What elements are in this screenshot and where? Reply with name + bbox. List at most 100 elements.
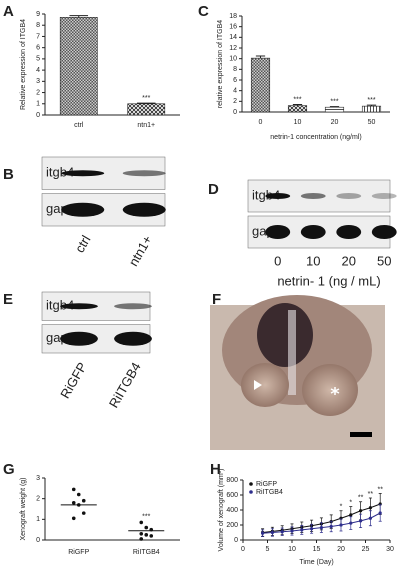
band bbox=[122, 202, 166, 217]
band bbox=[300, 193, 326, 199]
row-label: itgb4 bbox=[46, 165, 74, 180]
dot bbox=[144, 525, 149, 530]
panel-label: H bbox=[210, 461, 221, 478]
dot bbox=[71, 487, 76, 492]
dot bbox=[81, 498, 86, 503]
panel-label: A bbox=[3, 3, 14, 20]
x-tick-label: 10 bbox=[288, 546, 296, 553]
error-bar bbox=[136, 102, 156, 104]
x-tick-label: 20 bbox=[337, 546, 345, 553]
y-axis-label: relative expression of ITGB4 bbox=[217, 20, 224, 108]
panel-label: C bbox=[198, 3, 209, 20]
marker bbox=[329, 524, 333, 529]
lane-label: ntn1+ bbox=[126, 233, 155, 269]
error-bar bbox=[329, 106, 340, 108]
significance: *** bbox=[142, 513, 150, 520]
x-tick-label: 25 bbox=[362, 546, 370, 553]
y-tick-label: 6 bbox=[233, 77, 237, 84]
y-tick-label: 2 bbox=[233, 98, 237, 105]
marker bbox=[319, 526, 323, 530]
dot bbox=[81, 511, 86, 515]
panel-label: E bbox=[3, 291, 13, 308]
bar bbox=[59, 17, 98, 116]
y-tick-label: 6 bbox=[36, 45, 40, 52]
y-tick-label: 10 bbox=[229, 56, 237, 63]
x-axis-label: Time (Day) bbox=[299, 559, 333, 566]
significance: ** bbox=[368, 491, 374, 498]
marker bbox=[349, 521, 353, 525]
dot bbox=[144, 533, 149, 537]
marker bbox=[368, 506, 372, 510]
y-tick-label: 0 bbox=[234, 537, 238, 544]
marker bbox=[280, 530, 284, 534]
significance: ** bbox=[377, 486, 383, 493]
y-tick-label: 4 bbox=[233, 88, 237, 95]
band bbox=[60, 303, 98, 310]
y-tick-label: 18 bbox=[229, 13, 237, 20]
bar bbox=[324, 106, 345, 113]
y-tick-label: 1 bbox=[36, 101, 40, 108]
row-label: itgb4 bbox=[46, 298, 74, 313]
x-tick-label: ntn1+ bbox=[137, 122, 155, 129]
band bbox=[122, 170, 166, 177]
y-tick-label: 8 bbox=[36, 22, 40, 29]
y-tick-label: 7 bbox=[36, 33, 40, 40]
y-tick-label: 0 bbox=[36, 537, 40, 544]
x-tick-label: 5 bbox=[266, 546, 270, 553]
marker bbox=[261, 531, 265, 535]
y-tick-label: 3 bbox=[36, 475, 40, 482]
x-tick-label: RiGFP bbox=[68, 549, 89, 556]
dot bbox=[149, 534, 154, 538]
lane-label: RiGFP bbox=[57, 360, 89, 401]
panel-label: G bbox=[3, 461, 15, 478]
bar bbox=[127, 103, 166, 116]
y-tick-label: 400 bbox=[226, 507, 238, 514]
legend-marker bbox=[249, 490, 253, 494]
dot bbox=[76, 492, 81, 497]
marker bbox=[300, 528, 304, 532]
dot bbox=[139, 520, 144, 525]
band bbox=[336, 225, 362, 239]
significance: ** bbox=[358, 495, 364, 502]
legend-marker bbox=[249, 482, 253, 486]
lane-label: 10 bbox=[306, 253, 320, 268]
y-tick-label: 5 bbox=[36, 56, 40, 63]
y-tick-label: 8 bbox=[233, 66, 237, 73]
y-tick-label: 16 bbox=[229, 24, 237, 31]
dot bbox=[71, 501, 76, 505]
lane-label: ctrl bbox=[72, 233, 94, 256]
x-tick-label: 20 bbox=[331, 119, 339, 126]
legend-label: RiGFP bbox=[256, 481, 277, 488]
band bbox=[265, 225, 291, 239]
band bbox=[60, 331, 98, 346]
bar bbox=[287, 105, 308, 113]
band bbox=[114, 331, 152, 346]
bar bbox=[250, 57, 271, 113]
y-tick-label: 12 bbox=[229, 45, 237, 52]
y-tick-label: 3 bbox=[36, 78, 40, 85]
significance: *** bbox=[293, 96, 301, 103]
marker bbox=[359, 519, 363, 523]
marker bbox=[359, 509, 363, 513]
panel-label: D bbox=[208, 181, 219, 198]
dot bbox=[71, 516, 76, 521]
y-tick-label: 200 bbox=[226, 522, 238, 529]
band bbox=[61, 170, 105, 177]
marker bbox=[270, 530, 274, 535]
significance: *** bbox=[142, 95, 150, 102]
band bbox=[300, 225, 326, 239]
y-tick-label: 14 bbox=[229, 34, 237, 41]
x-tick-label: 0 bbox=[259, 119, 263, 126]
band bbox=[371, 225, 397, 239]
y-tick-label: 800 bbox=[226, 477, 238, 484]
significance: * bbox=[349, 499, 352, 506]
x-tick-label: 15 bbox=[313, 546, 321, 553]
marker bbox=[368, 516, 372, 520]
significance: *** bbox=[367, 97, 375, 104]
x-axis-label: netrin- 1 (ng / mL) bbox=[277, 273, 380, 288]
x-tick-label: ctrl bbox=[74, 122, 84, 129]
marker bbox=[310, 527, 314, 531]
lane-label: RiITGB4 bbox=[106, 360, 144, 411]
legend-label: RiITGB4 bbox=[256, 489, 283, 496]
